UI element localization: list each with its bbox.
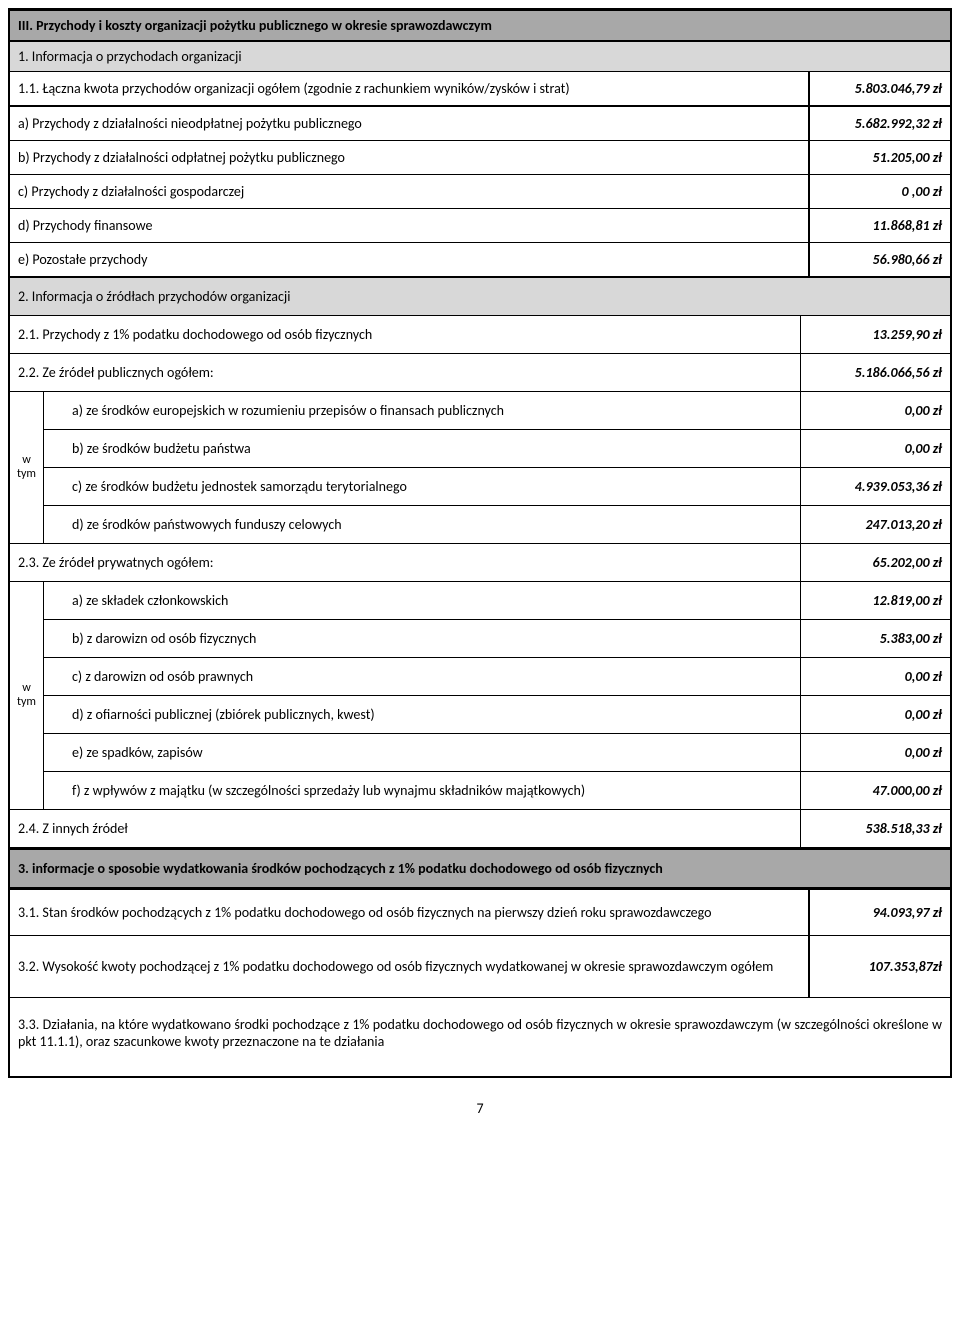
row-value: 4.939.053,36 zł: [800, 468, 950, 506]
row-label: 2.4. Z innych źródeł: [10, 810, 800, 847]
row-value: 51.205,00 zł: [810, 141, 950, 174]
row-value: 65.202,00 zł: [800, 544, 950, 582]
row-3-2: 3.2. Wysokość kwoty pochodzącej z 1% pod…: [10, 935, 950, 997]
row-value: 0,00 zł: [800, 658, 950, 696]
row-value: 0,00 zł: [800, 392, 950, 430]
row-value: 107.353,87zł: [810, 936, 950, 997]
group-side-label: w tym: [10, 392, 44, 544]
report-page: III. Przychody i koszty organizacji poży…: [8, 8, 952, 1078]
section-3-header: 3. informacje o sposobie wydatkowania śr…: [10, 847, 950, 889]
row-value: 47.000,00 zł: [800, 772, 950, 810]
row-label: e) ze spadków, zapisów: [44, 734, 800, 772]
row-value: 0,00 zł: [800, 734, 950, 772]
row-label: 2.3. Ze źródeł prywatnych ogółem:: [10, 544, 800, 582]
section-2-header: 2. Informacja o źródłach przychodów orga…: [10, 276, 950, 316]
row-label: f) z wpływów z majątku (w szczególności …: [44, 772, 800, 810]
row-label: 2.2. Ze źródeł publicznych ogółem:: [10, 354, 800, 392]
row-value: 5.383,00 zł: [800, 620, 950, 658]
row-label: d) z ofiarności publicznej (zbiórek publ…: [44, 696, 800, 734]
row-label: b) z darowizn od osób fizycznych: [44, 620, 800, 658]
row-label: a) ze składek członkowskich: [44, 582, 800, 620]
row-label: a) Przychody z działalności nieodpłatnej…: [10, 107, 810, 140]
row-label: b) Przychody z działalności odpłatnej po…: [10, 141, 810, 174]
row-value: 538.518,33 zł: [800, 810, 950, 847]
row-3-1: 3.1. Stan środków pochodzących z 1% poda…: [10, 889, 950, 935]
row-label: d) Przychody finansowe: [10, 209, 810, 242]
row-label: e) Pozostałe przychody: [10, 243, 810, 276]
section-2-table: 2.1. Przychody z 1% podatku dochodowego …: [10, 316, 950, 847]
row-label: c) z darowizn od osób prawnych: [44, 658, 800, 696]
row-value: 0 ,00 zł: [810, 175, 950, 208]
row-label: 2.1. Przychody z 1% podatku dochodowego …: [10, 316, 800, 354]
row-3-3-text: 3.3. Działania, na które wydatkowano śro…: [10, 997, 950, 1076]
page-number: 7: [0, 1086, 960, 1125]
row-label: 3.1. Stan środków pochodzących z 1% poda…: [10, 890, 810, 935]
row-value: 11.868,81 zł: [810, 209, 950, 242]
row-value: 13.259,90 zł: [800, 316, 950, 354]
row-value: 0,00 zł: [800, 696, 950, 734]
row-value: 5.682.992,32 zł: [810, 107, 950, 140]
row-label: b) ze środków budżetu państwa: [44, 430, 800, 468]
row-value: 0,00 zł: [800, 430, 950, 468]
row-value: 5.803.046,79 zł: [810, 72, 950, 105]
row-value: 94.093,97 zł: [810, 890, 950, 935]
group-side-label: w tym: [10, 582, 44, 810]
section-1-rows: 1.1. Łączna kwota przychodów organizacji…: [10, 72, 950, 276]
section-iii-header: III. Przychody i koszty organizacji poży…: [10, 11, 950, 42]
row-label: 1.1. Łączna kwota przychodów organizacji…: [10, 72, 810, 105]
row-label: a) ze środków europejskich w rozumieniu …: [44, 392, 800, 430]
row-value: 12.819,00 zł: [800, 582, 950, 620]
row-label: d) ze środków państwowych funduszy celow…: [44, 506, 800, 544]
row-value: 247.013,20 zł: [800, 506, 950, 544]
row-label: c) ze środków budżetu jednostek samorząd…: [44, 468, 800, 506]
row-label: 3.2. Wysokość kwoty pochodzącej z 1% pod…: [10, 936, 810, 997]
section-1-header: 1. Informacja o przychodach organizacji: [10, 42, 950, 72]
row-value: 56.980,66 zł: [810, 243, 950, 276]
row-label: c) Przychody z działalności gospodarczej: [10, 175, 810, 208]
row-value: 5.186.066,56 zł: [800, 354, 950, 392]
